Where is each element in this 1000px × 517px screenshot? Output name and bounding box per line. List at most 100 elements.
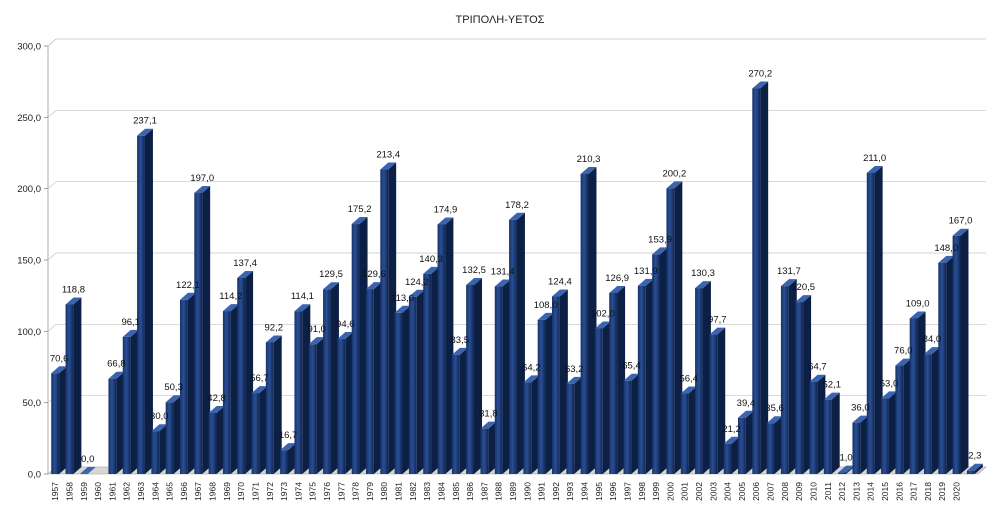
y-tick-label: 150,0 [17,256,41,267]
data-label: 31,8 [479,409,498,420]
gridline-depth [48,110,56,117]
bar-front [151,431,159,474]
data-label: 124,4 [548,277,572,288]
bar-front [595,328,603,474]
bar [194,186,210,474]
bar-front [137,136,145,474]
y-tick-label: 200,0 [17,184,41,195]
data-label: 174,9 [434,204,458,215]
x-tick-label: 1996 [608,482,618,501]
bar-front [709,335,717,474]
bar [423,267,439,474]
data-label: 200,2 [662,168,686,179]
bar [595,321,611,474]
bar [509,213,525,474]
bar-front [781,286,789,474]
bar [938,256,954,474]
data-label: 132,5 [462,265,486,276]
x-tick-label: 2020 [952,482,962,501]
bar [51,366,67,474]
bar [495,280,511,474]
data-label: 91,0 [307,324,326,335]
data-label: 64,2 [522,362,541,373]
bar-front [495,287,503,474]
bar-front [66,305,74,474]
bar [967,464,983,474]
x-tick-label: 2018 [923,482,933,501]
bar-front [938,263,946,474]
data-label: 50,3 [164,382,183,393]
bar-front [881,398,889,474]
data-label: 52,1 [823,380,842,391]
bar [781,279,797,474]
bar-front [795,302,803,474]
data-label: 120,5 [791,282,815,293]
bar [66,298,82,474]
bar [252,386,268,474]
data-label: 56,4 [679,374,698,385]
data-label: 66,8 [107,359,126,370]
bar-front [395,313,403,474]
data-label: 36,0 [851,403,870,414]
x-tick-label: 2008 [780,482,790,501]
bar-front [824,400,832,474]
x-tick-label: 1987 [479,482,489,501]
bar [867,166,883,474]
bar-front [538,320,546,474]
data-label: 210,3 [577,154,601,165]
bar [724,437,740,474]
x-tick-label: 1957 [50,482,60,501]
data-label: 131,7 [777,266,801,277]
bar [480,422,496,474]
data-label: 76,0 [894,346,913,357]
x-tick-label: 2001 [680,482,690,501]
gridline-depth [48,324,56,331]
data-label: 153,9 [648,234,672,245]
x-tick-label: 2010 [808,482,818,501]
data-label: 178,2 [505,200,529,211]
data-label: 102,0 [591,308,615,319]
gridline-depth [48,182,56,189]
bar-front [480,429,488,474]
bar-front [380,170,388,474]
data-label: 42,8 [207,393,226,404]
x-tick-label: 2000 [665,482,675,501]
data-label: 237,1 [133,116,157,127]
bar [395,306,411,474]
x-tick-label: 1990 [522,482,532,501]
data-label: 140,3 [419,254,443,265]
data-label: 137,4 [233,258,257,269]
x-tick-label: 1973 [279,482,289,501]
bar-front [924,354,932,474]
bar-front [852,423,860,474]
bar-front [409,297,417,474]
data-label: 211,0 [863,153,886,164]
data-label: 56,7 [250,373,269,384]
x-tick-label: 1977 [336,482,346,501]
y-tick-label: 0,0 [28,470,41,481]
bars [51,82,983,474]
bar-front [108,379,116,474]
x-tick-label: 1978 [351,482,361,501]
bar [352,217,368,474]
bar [538,313,554,474]
data-label: 129,5 [319,269,343,280]
x-tick-label: 1968 [208,482,218,501]
x-tick-label: 1994 [580,482,590,501]
bar-front [581,174,589,474]
bar-front [967,471,975,474]
bar-side [760,82,768,474]
x-tick-label: 1988 [494,482,504,501]
x-tick-label: 1974 [293,482,303,501]
y-tick-label: 50,0 [23,398,42,409]
bar [137,129,153,474]
x-tick-label: 2017 [909,482,919,501]
x-tick-label: 2011 [823,482,833,501]
x-tick-label: 1986 [465,482,475,501]
bar-front [552,297,560,474]
bar [108,372,124,474]
bar-side [145,129,153,474]
x-tick-label: 1979 [365,482,375,501]
